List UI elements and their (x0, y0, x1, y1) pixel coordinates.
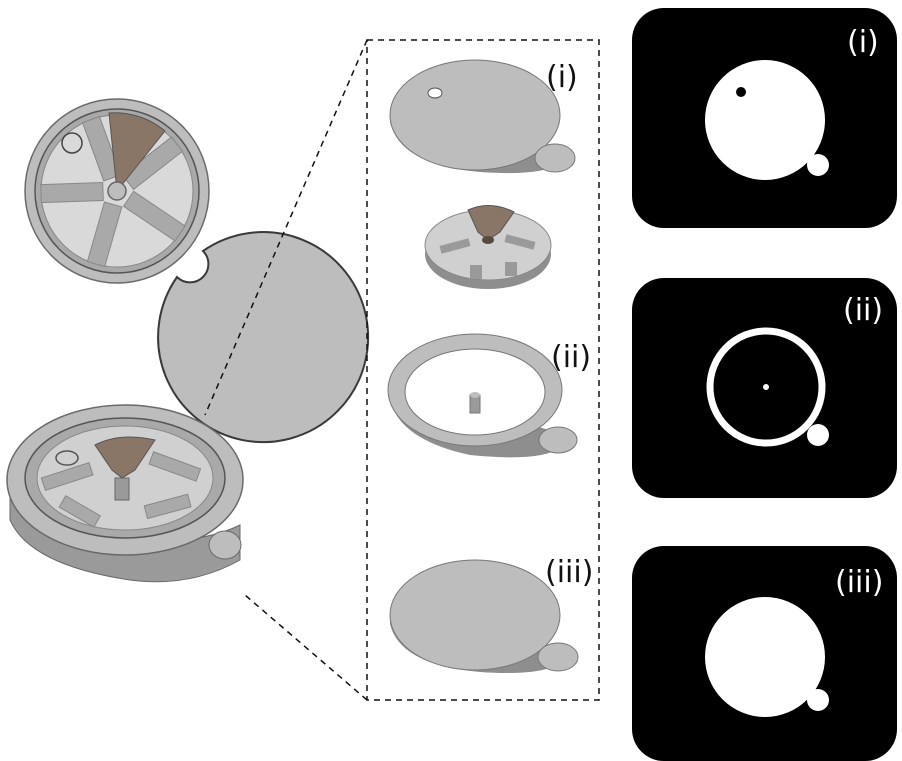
exploded-bottom-plate (389, 559, 579, 673)
mask-ii-panel (632, 278, 897, 498)
label-ring: (ii) (551, 340, 591, 375)
exploded-rotor (424, 205, 552, 289)
label-mask-ii: (ii) (843, 293, 883, 328)
rotor-sector-iso (94, 436, 156, 479)
label-mask-i: (i) (847, 25, 879, 60)
assembled-iso-view (6, 404, 244, 583)
mask-iii-panel (632, 546, 897, 761)
assembled-top-view (24, 98, 370, 444)
center-post (763, 384, 769, 390)
center-pivot (107, 181, 127, 201)
label-top-plate: (i) (546, 60, 578, 95)
spokes (40, 115, 186, 268)
via-hole (736, 87, 746, 97)
label-bottom-plate: (iii) (545, 555, 593, 590)
mask-i-panel (632, 8, 897, 228)
through-hole (61, 132, 83, 154)
rotor-sector (108, 112, 166, 193)
exploded-top-plate (389, 59, 576, 174)
zoom-connectors (204, 39, 600, 701)
exploded-ring (387, 333, 578, 458)
label-mask-iii: (iii) (835, 565, 883, 600)
